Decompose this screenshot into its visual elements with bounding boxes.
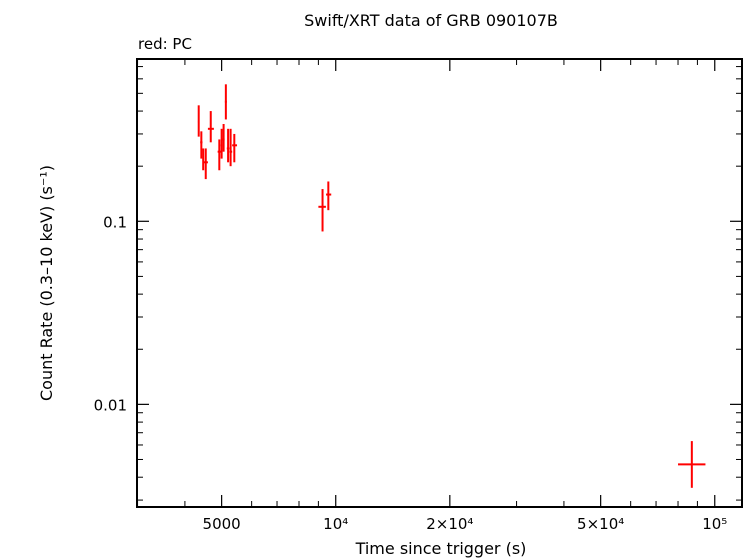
data-point [217,139,221,171]
x-tick-label: 10⁴ [323,515,348,533]
data-point [318,189,326,232]
x-axis-label: Time since trigger (s) [355,539,527,558]
data-point [197,105,200,137]
y-tick-label: 0.1 [103,213,127,231]
data-point [203,148,208,180]
y-axis-ticks: 0.1 0.01 [94,66,742,501]
data-point [326,181,332,211]
data-point [207,111,214,143]
x-tick-label: 2×10⁴ [426,515,473,533]
y-tick-label: 0.01 [94,396,127,414]
data-point [224,84,227,120]
y-axis-label: Count Rate (0.3–10 keV) (s⁻¹) [37,165,56,401]
data-series-pc [197,84,706,488]
chart-subtitle: red: PC [138,35,192,53]
data-point [229,128,233,167]
x-tick-label: 10⁵ [702,515,727,533]
data-point [222,123,225,152]
x-tick-label: 5000 [203,515,241,533]
plot-frame [136,58,743,508]
data-point [200,131,203,159]
data-point [220,128,223,159]
data-point [232,133,238,163]
x-tick-label: 5×10⁴ [577,515,624,533]
x-axis-ticks: 5000 10⁴ 2×10⁴ 5×10⁴ 10⁵ [137,59,727,533]
data-point [226,128,230,163]
data-point [678,441,706,488]
data-point [202,148,205,171]
chart-title: Swift/XRT data of GRB 090107B [304,11,558,30]
